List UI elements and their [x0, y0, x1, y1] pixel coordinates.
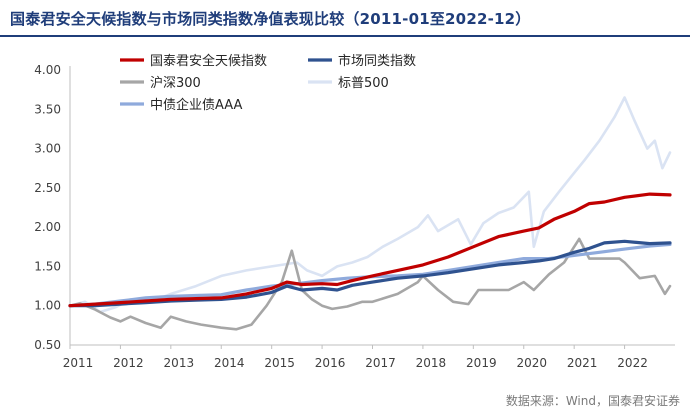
x-tick-label: 2014 — [214, 356, 245, 370]
x-tick-label: 2013 — [164, 356, 195, 370]
legend-label-4: 中债企业债AAA — [150, 97, 243, 113]
y-tick-label: 2.00 — [34, 220, 61, 234]
y-tick-label: 3.50 — [34, 102, 61, 116]
legend-label-1: 市场同类指数 — [338, 53, 416, 69]
y-tick-label: 3.00 — [34, 142, 61, 156]
x-tick-label: 2016 — [315, 356, 346, 370]
chart-title: 国泰君安全天候指数与市场同类指数净值表现比较（2011-01至2022-12） — [10, 10, 531, 28]
y-tick-label: 1.50 — [34, 259, 61, 273]
y-tick-label: 0.50 — [34, 338, 61, 352]
legend-label-0: 国泰君安全天候指数 — [150, 53, 267, 69]
x-tick-label: 2020 — [516, 356, 547, 370]
series-line-0 — [68, 192, 672, 308]
y-tick-label: 4.00 — [34, 63, 61, 77]
series-line-3 — [68, 96, 672, 314]
x-tick-label: 2015 — [264, 356, 295, 370]
source-note: 数据来源：Wind，国泰君安证券 — [505, 394, 680, 408]
legend-label-3: 标普500 — [338, 76, 389, 91]
y-tick-label: 2.50 — [34, 181, 61, 195]
x-tick-label: 2012 — [113, 356, 144, 370]
title-divider — [0, 35, 690, 37]
x-tick-label: 2019 — [466, 356, 497, 370]
y-tick-label: 1.00 — [34, 299, 61, 313]
x-tick-label: 2021 — [567, 356, 598, 370]
x-tick-label: 2017 — [365, 356, 396, 370]
x-tick-label: 2011 — [63, 356, 94, 370]
x-tick-label: 2018 — [416, 356, 447, 370]
legend-label-2: 沪深300 — [150, 75, 201, 91]
x-tick-label: 2022 — [617, 356, 648, 370]
